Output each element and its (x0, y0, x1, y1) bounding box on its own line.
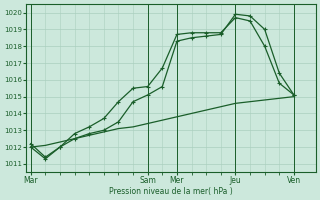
X-axis label: Pression niveau de la mer( hPa ): Pression niveau de la mer( hPa ) (109, 187, 233, 196)
